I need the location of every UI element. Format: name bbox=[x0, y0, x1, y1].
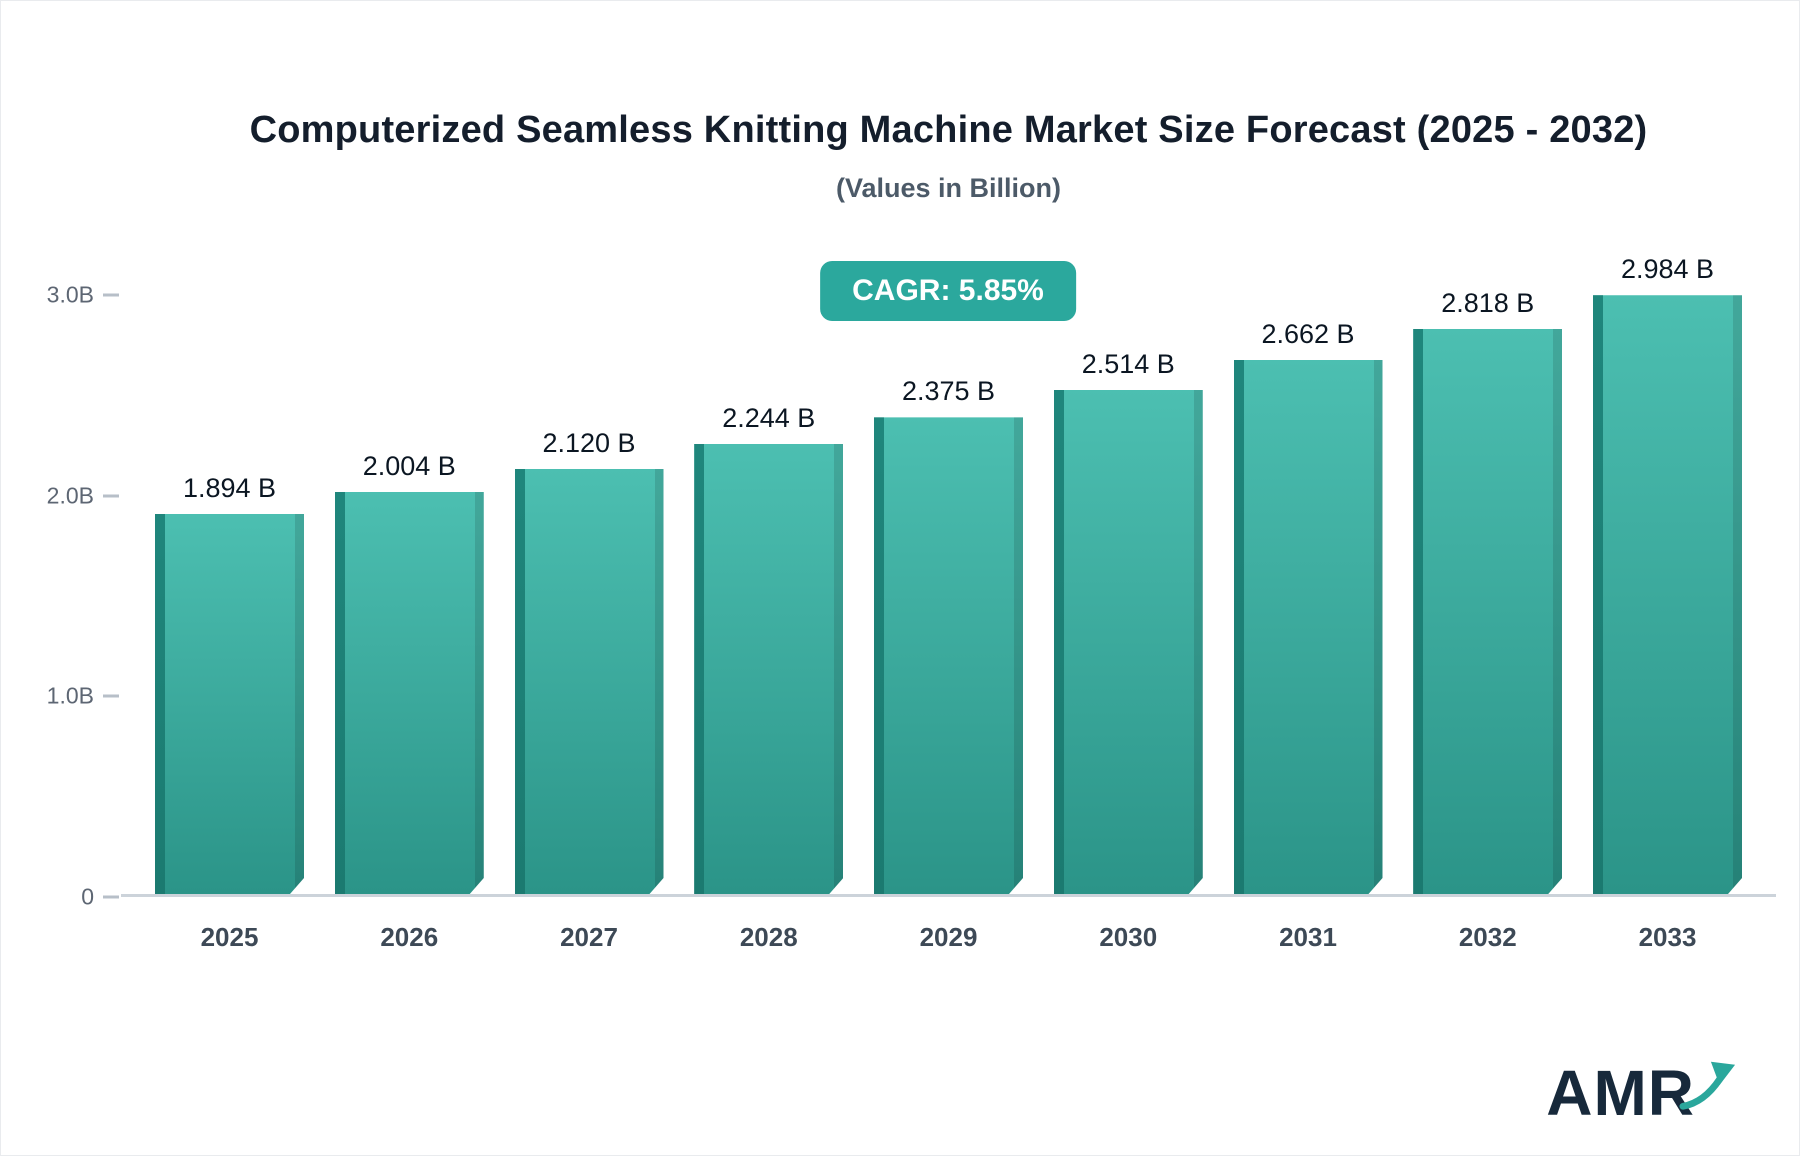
x-axis-label: 2029 bbox=[919, 922, 978, 952]
bar-2030: 2.514 B bbox=[1054, 349, 1203, 894]
bar-2026: 2.004 B bbox=[335, 451, 484, 894]
x-axis-label: 2033 bbox=[1638, 922, 1697, 952]
bar-rect bbox=[515, 469, 664, 894]
bar-rect bbox=[1413, 329, 1562, 894]
amr-logo-arrow-icon bbox=[1679, 1061, 1736, 1110]
amr-logo: AMR bbox=[1546, 1061, 1737, 1125]
bar-2029: 2.375 B bbox=[874, 376, 1023, 894]
y-axis-tick-label: 1.0B bbox=[46, 682, 94, 709]
bar-2032: 2.818 B bbox=[1413, 288, 1562, 894]
y-axis: 3.0B 2.0B 1.0B 0 bbox=[46, 282, 121, 910]
bar-value-label: 2.244 B bbox=[722, 402, 816, 433]
bar-rect bbox=[694, 444, 843, 894]
bar-2025: 1.894 B bbox=[155, 473, 304, 894]
y-axis-tick: 3.0B bbox=[47, 282, 119, 309]
y-axis-tick-mark bbox=[103, 494, 119, 498]
plot-area: 1.894 B 2.004 B 2.120 B 2.244 B 2.375 B 2.514… bbox=[121, 254, 1776, 897]
bar-rect bbox=[1593, 295, 1742, 894]
bar-2033: 2.984 B bbox=[1593, 254, 1742, 894]
bar-value-label: 2.120 B bbox=[542, 427, 636, 458]
amr-logo-text: AMR bbox=[1546, 1057, 1695, 1129]
bar-2031: 2.662 B bbox=[1234, 319, 1383, 894]
x-axis-label: 2027 bbox=[560, 922, 618, 952]
bar-value-label: 2.984 B bbox=[1620, 254, 1715, 285]
y-axis-tick: 0 bbox=[81, 884, 119, 911]
bar-rect bbox=[155, 514, 304, 894]
y-axis-tick-mark bbox=[103, 694, 119, 698]
bar-rect bbox=[335, 492, 484, 894]
x-axis-label: 2031 bbox=[1279, 922, 1337, 952]
chart-subtitle: (Values in Billion) bbox=[835, 173, 1062, 203]
x-axis: 2025 2026 2027 2028 2029 2030 2031 2032 2033 bbox=[121, 900, 1776, 953]
cagr-badge: CAGR: 5.85% bbox=[820, 261, 1076, 321]
y-axis-tick: 2.0B bbox=[47, 482, 119, 509]
bar-value-label: 2.514 B bbox=[1081, 348, 1175, 379]
bar-rect bbox=[1054, 390, 1203, 894]
x-axis-label: 2026 bbox=[380, 922, 439, 952]
bar-chart: 3.0B 2.0B 1.0B 0 1.894 B 2.004 B 2.120 B 2.244… bbox=[46, 254, 1776, 952]
bar-2027: 2.120 B bbox=[515, 428, 664, 894]
bar-value-label: 1.894 B bbox=[182, 472, 277, 503]
y-axis-tick-mark bbox=[103, 895, 119, 899]
y-axis-tick-label: 2.0B bbox=[46, 482, 94, 509]
y-axis-tick-label: 3.0B bbox=[46, 281, 94, 308]
bar-rect bbox=[1234, 360, 1383, 894]
x-axis-label: 2032 bbox=[1458, 922, 1517, 952]
bar-value-label: 2.375 B bbox=[901, 376, 996, 407]
bar-value-label: 2.004 B bbox=[362, 450, 456, 481]
y-axis-tick-mark bbox=[103, 293, 119, 297]
x-axis-label: 2025 bbox=[200, 922, 259, 952]
x-axis-label: 2028 bbox=[739, 922, 798, 952]
chart-title: Computerized Seamless Knitting Machine M… bbox=[249, 109, 1648, 151]
x-axis-label: 2030 bbox=[1099, 922, 1158, 952]
bar-2028: 2.244 B bbox=[694, 403, 843, 894]
y-axis-tick-label: 0 bbox=[81, 883, 94, 910]
bar-rect bbox=[874, 417, 1023, 894]
bar-value-label: 2.662 B bbox=[1261, 318, 1355, 349]
y-axis-tick: 1.0B bbox=[47, 683, 119, 710]
bar-value-label: 2.818 B bbox=[1441, 287, 1535, 318]
